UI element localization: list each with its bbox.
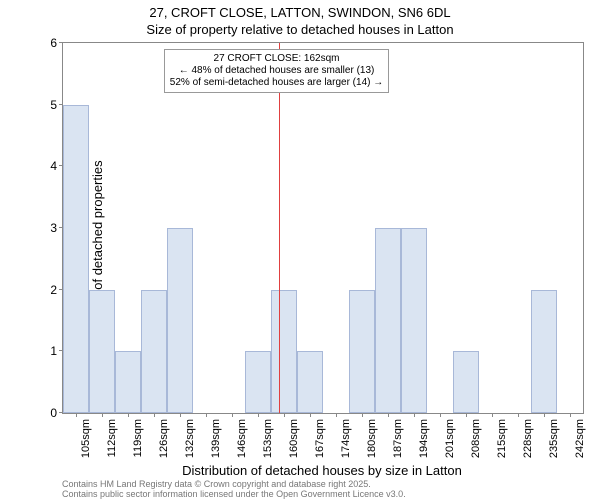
x-tick-label: 160sqm [288, 419, 300, 458]
x-tick-label: 146sqm [236, 419, 248, 458]
x-tick-mark [76, 413, 77, 417]
x-tick-label: 242sqm [574, 419, 586, 458]
x-tick-label: 167sqm [314, 419, 326, 458]
x-tick-label: 153sqm [262, 419, 274, 458]
x-tick-mark [102, 413, 103, 417]
bar [297, 351, 322, 413]
x-tick-mark [232, 413, 233, 417]
x-tick-mark [570, 413, 571, 417]
x-tick-label: 119sqm [132, 419, 144, 457]
x-tick-mark [258, 413, 259, 417]
x-tick-mark [440, 413, 441, 417]
chart-container: 27, CROFT CLOSE, LATTON, SWINDON, SN6 6D… [0, 0, 600, 500]
x-tick-label: 132sqm [184, 419, 196, 458]
x-tick-label: 139sqm [210, 419, 222, 458]
footer-line-2: Contains public sector information licen… [62, 490, 406, 500]
bar [375, 228, 400, 413]
y-tick-label: 3 [50, 221, 57, 235]
x-tick-label: 174sqm [340, 419, 352, 458]
y-tick-mark [59, 42, 63, 43]
y-tick-label: 6 [50, 36, 57, 50]
x-tick-mark [388, 413, 389, 417]
bar [349, 290, 374, 413]
chart-footer: Contains HM Land Registry data © Crown c… [62, 480, 406, 500]
bar [401, 228, 426, 413]
x-tick-mark [154, 413, 155, 417]
bar [141, 290, 166, 413]
y-tick-label: 1 [50, 344, 57, 358]
x-tick-mark [180, 413, 181, 417]
x-tick-label: 112sqm [106, 419, 118, 457]
x-tick-mark [414, 413, 415, 417]
x-tick-mark [362, 413, 363, 417]
bar [453, 351, 478, 413]
x-tick-mark [518, 413, 519, 417]
bar [531, 290, 556, 413]
x-tick-mark [492, 413, 493, 417]
chart-title: 27, CROFT CLOSE, LATTON, SWINDON, SN6 6D… [0, 5, 600, 20]
x-tick-label: 194sqm [418, 419, 430, 458]
x-tick-label: 235sqm [548, 419, 560, 458]
x-tick-mark [466, 413, 467, 417]
y-tick-label: 0 [50, 406, 57, 420]
x-tick-mark [310, 413, 311, 417]
x-tick-label: 105sqm [80, 419, 92, 458]
annotation-line: 27 CROFT CLOSE: 162sqm [170, 53, 383, 65]
x-tick-label: 201sqm [444, 419, 456, 458]
chart-subtitle: Size of property relative to detached ho… [0, 22, 600, 37]
x-tick-label: 126sqm [158, 419, 170, 458]
x-tick-mark [544, 413, 545, 417]
bar [115, 351, 140, 413]
y-tick-label: 2 [50, 283, 57, 297]
bar [271, 290, 296, 413]
bar [245, 351, 270, 413]
x-tick-mark [284, 413, 285, 417]
x-tick-mark [336, 413, 337, 417]
bar [167, 228, 192, 413]
annotation-line: ← 48% of detached houses are smaller (13… [170, 65, 383, 77]
bar [63, 105, 88, 413]
reference-line [279, 43, 280, 413]
x-tick-label: 228sqm [522, 419, 534, 458]
x-tick-label: 208sqm [470, 419, 482, 458]
x-tick-label: 215sqm [496, 419, 508, 458]
x-axis-label: Distribution of detached houses by size … [62, 463, 582, 478]
x-tick-label: 180sqm [366, 419, 378, 458]
x-tick-label: 187sqm [392, 419, 404, 458]
y-tick-label: 5 [50, 98, 57, 112]
plot-area: 0123456105sqm112sqm119sqm126sqm132sqm139… [62, 42, 584, 414]
y-tick-label: 4 [50, 159, 57, 173]
bar [89, 290, 114, 413]
annotation-line: 52% of semi-detached houses are larger (… [170, 77, 383, 89]
x-tick-mark [206, 413, 207, 417]
x-tick-mark [128, 413, 129, 417]
annotation-box: 27 CROFT CLOSE: 162sqm← 48% of detached … [164, 49, 389, 93]
